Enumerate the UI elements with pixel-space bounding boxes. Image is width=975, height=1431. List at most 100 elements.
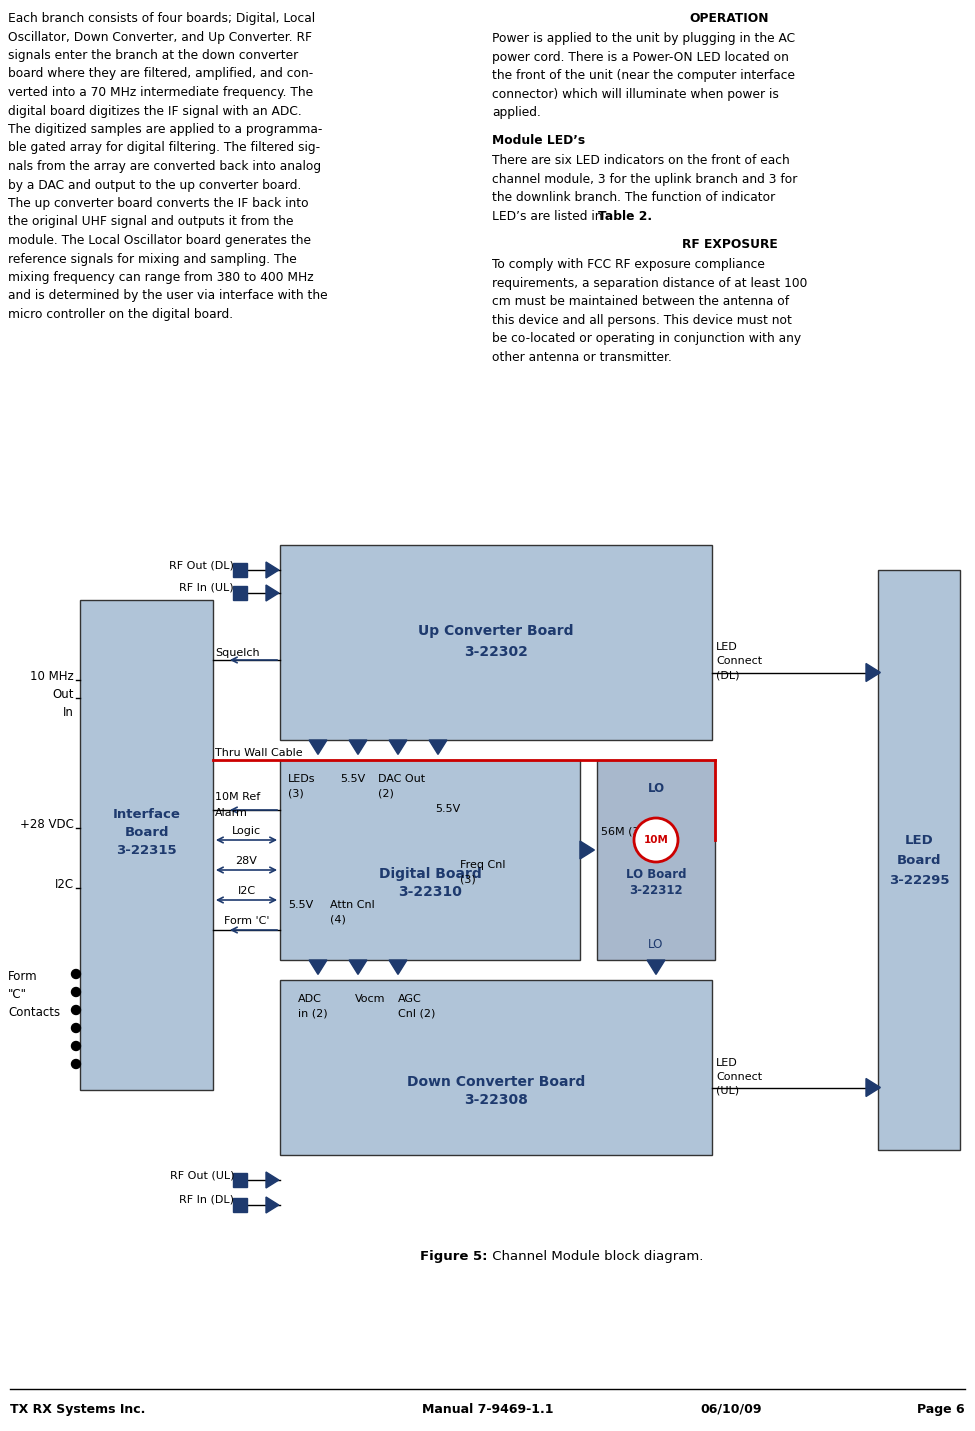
Polygon shape — [389, 960, 407, 975]
Text: Connect: Connect — [716, 1072, 762, 1082]
Text: Cnl (2): Cnl (2) — [398, 1007, 436, 1017]
Text: Manual 7-9469-1.1: Manual 7-9469-1.1 — [422, 1402, 553, 1417]
Text: (3): (3) — [460, 874, 476, 884]
Text: ADC: ADC — [298, 995, 322, 1005]
Text: channel module, 3 for the uplink branch and 3 for: channel module, 3 for the uplink branch … — [492, 173, 798, 186]
Circle shape — [71, 1023, 81, 1033]
Text: Interface: Interface — [112, 809, 180, 821]
Text: Power is applied to the unit by plugging in the AC: Power is applied to the unit by plugging… — [492, 33, 796, 46]
Circle shape — [71, 1059, 81, 1069]
Text: Logic: Logic — [232, 826, 261, 836]
Text: verted into a 70 MHz intermediate frequency. The: verted into a 70 MHz intermediate freque… — [8, 86, 313, 99]
Polygon shape — [580, 841, 595, 859]
Bar — [233, 1173, 247, 1186]
Text: Freq Cnl: Freq Cnl — [460, 860, 505, 870]
Text: LO Board: LO Board — [626, 867, 686, 880]
Text: 3-22302: 3-22302 — [464, 645, 527, 660]
Text: micro controller on the digital board.: micro controller on the digital board. — [8, 308, 233, 321]
Bar — [280, 545, 712, 740]
Text: 06/10/09: 06/10/09 — [700, 1402, 762, 1417]
Circle shape — [71, 1006, 81, 1015]
Text: this device and all persons. This device must not: this device and all persons. This device… — [492, 313, 792, 326]
Text: Thru Wall Cable: Thru Wall Cable — [215, 748, 302, 758]
Text: The up converter board converts the IF back into: The up converter board converts the IF b… — [8, 197, 309, 210]
Text: Table 2.: Table 2. — [598, 210, 652, 223]
Text: Contacts: Contacts — [8, 1006, 60, 1019]
Text: (DL): (DL) — [716, 671, 739, 681]
Text: power cord. There is a Power-ON LED located on: power cord. There is a Power-ON LED loca… — [492, 52, 789, 64]
Polygon shape — [266, 585, 279, 601]
Text: nals from the array are converted back into analog: nals from the array are converted back i… — [8, 160, 321, 173]
Text: the front of the unit (near the computer interface: the front of the unit (near the computer… — [492, 69, 795, 83]
Text: 28V: 28V — [236, 856, 257, 866]
Text: and is determined by the user via interface with the: and is determined by the user via interf… — [8, 289, 328, 302]
Text: Oscillator, Down Converter, and Up Converter. RF: Oscillator, Down Converter, and Up Conve… — [8, 30, 312, 43]
Text: TX RX Systems Inc.: TX RX Systems Inc. — [10, 1402, 145, 1417]
Text: other antenna or transmitter.: other antenna or transmitter. — [492, 351, 672, 363]
Text: LEDs: LEDs — [288, 774, 316, 784]
Text: Squelch: Squelch — [215, 648, 259, 658]
Text: RF Out (DL): RF Out (DL) — [169, 560, 234, 570]
Text: 5.5V: 5.5V — [435, 804, 460, 814]
Text: Each branch consists of four boards; Digital, Local: Each branch consists of four boards; Dig… — [8, 11, 315, 24]
Text: 10 MHz: 10 MHz — [30, 670, 74, 683]
Circle shape — [71, 987, 81, 996]
Polygon shape — [389, 740, 407, 754]
Text: board where they are filtered, amplified, and con-: board where they are filtered, amplified… — [8, 67, 313, 80]
Text: connector) which will illuminate when power is: connector) which will illuminate when po… — [492, 87, 779, 100]
Text: Out: Out — [53, 688, 74, 701]
Text: ble gated array for digital filtering. The filtered sig-: ble gated array for digital filtering. T… — [8, 142, 320, 155]
Text: Alarm: Alarm — [215, 809, 248, 819]
Bar — [597, 760, 715, 960]
Text: applied.: applied. — [492, 106, 541, 119]
Text: "C": "C" — [8, 987, 27, 1002]
Circle shape — [71, 1042, 81, 1050]
Text: 3-22315: 3-22315 — [116, 844, 176, 857]
Polygon shape — [309, 960, 327, 975]
Text: mixing frequency can range from 380 to 400 MHz: mixing frequency can range from 380 to 4… — [8, 270, 314, 283]
Text: (4): (4) — [330, 914, 346, 924]
Text: be co-located or operating in conjunction with any: be co-located or operating in conjunctio… — [492, 332, 801, 345]
Text: Channel Module block diagram.: Channel Module block diagram. — [488, 1251, 703, 1264]
Text: 3-22308: 3-22308 — [464, 1092, 527, 1106]
Text: 3-22295: 3-22295 — [889, 873, 950, 886]
Circle shape — [634, 819, 678, 861]
Text: reference signals for mixing and sampling. The: reference signals for mixing and samplin… — [8, 252, 296, 266]
Text: RF In (UL): RF In (UL) — [179, 582, 234, 592]
Text: I2C: I2C — [55, 879, 74, 892]
Text: LO: LO — [647, 781, 665, 796]
Text: by a DAC and output to the up converter board.: by a DAC and output to the up converter … — [8, 179, 301, 192]
Polygon shape — [309, 740, 327, 754]
Text: the downlink branch. The function of indicator: the downlink branch. The function of ind… — [492, 192, 775, 205]
Text: Module LED’s: Module LED’s — [492, 135, 585, 147]
Polygon shape — [349, 740, 367, 754]
Text: RF Out (UL): RF Out (UL) — [170, 1171, 234, 1181]
Text: I2C: I2C — [238, 886, 255, 896]
Bar — [233, 562, 247, 577]
Text: Up Converter Board: Up Converter Board — [418, 624, 573, 637]
Text: Form: Form — [8, 970, 38, 983]
Text: To comply with FCC RF exposure compliance: To comply with FCC RF exposure complianc… — [492, 258, 764, 270]
Text: Form 'C': Form 'C' — [223, 916, 269, 926]
Text: There are six LED indicators on the front of each: There are six LED indicators on the fron… — [492, 155, 790, 167]
Text: OPERATION: OPERATION — [689, 11, 769, 24]
Polygon shape — [266, 1172, 279, 1188]
Text: LED: LED — [716, 643, 738, 653]
Circle shape — [71, 969, 81, 979]
Bar — [233, 1198, 247, 1212]
Text: Attn Cnl: Attn Cnl — [330, 900, 374, 910]
Text: 3-22310: 3-22310 — [398, 884, 462, 899]
Text: AGC: AGC — [398, 995, 422, 1005]
Bar — [280, 980, 712, 1155]
Text: signals enter the branch at the down converter: signals enter the branch at the down con… — [8, 49, 298, 62]
Text: (UL): (UL) — [716, 1086, 739, 1096]
Text: digital board digitizes the IF signal with an ADC.: digital board digitizes the IF signal wi… — [8, 104, 301, 117]
Text: 3-22312: 3-22312 — [629, 883, 682, 896]
Polygon shape — [866, 1079, 880, 1096]
Text: 10M: 10M — [644, 836, 669, 844]
Bar — [280, 760, 580, 960]
Polygon shape — [429, 740, 447, 754]
Text: (2): (2) — [378, 788, 394, 798]
Text: 5.5V: 5.5V — [288, 900, 313, 910]
Text: Vocm: Vocm — [355, 995, 385, 1005]
